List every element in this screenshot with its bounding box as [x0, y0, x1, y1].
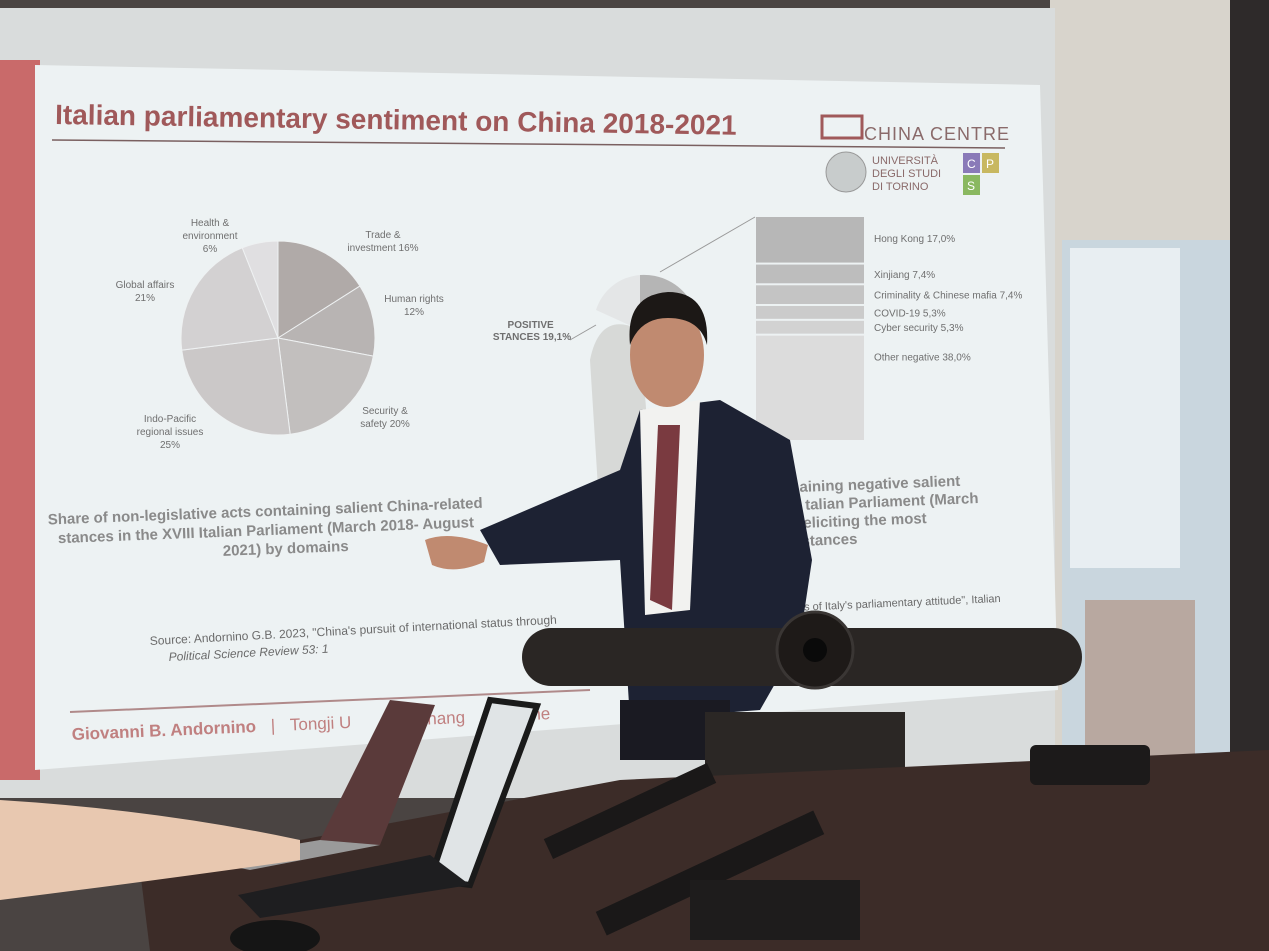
microphone	[543, 762, 717, 860]
cps-logo-s	[963, 175, 980, 195]
microphones	[543, 762, 860, 940]
positive-leader-line	[569, 324, 597, 341]
sentiment-pie-positive	[596, 275, 640, 330]
pie-slice-security-safety	[277, 337, 374, 435]
footer-rule	[69, 689, 591, 713]
university-seal-icon	[825, 151, 867, 193]
pie-label: Health & environment 6%	[182, 218, 237, 255]
pie-label: Human rights 12%	[384, 294, 443, 318]
cps-logo-p	[982, 153, 999, 173]
window-pane	[1070, 248, 1180, 568]
bar-segment-hong-kong	[756, 217, 864, 263]
bar-segment-xinjiang	[756, 264, 864, 284]
laptop-screen-pink	[320, 700, 435, 845]
title-rule	[51, 139, 1006, 149]
slide-edge-red	[0, 60, 40, 780]
cps-p: P	[986, 157, 994, 171]
bar-segment-cyber-security	[756, 320, 864, 334]
pointing-hand	[425, 536, 488, 570]
pie-label: Global affairs 21%	[116, 280, 175, 304]
pie-slice-trade-investment	[277, 240, 361, 339]
pie-label: Indo-Pacific regional issues 25%	[137, 414, 204, 451]
microphone	[595, 810, 825, 936]
cps-c: C	[967, 157, 976, 171]
domains-pie-chart	[180, 240, 376, 436]
pie-label: Security & safety 20%	[360, 406, 410, 430]
right-chart-caption: aining negative salient talian Parliamen…	[789, 472, 984, 550]
hair	[629, 292, 708, 345]
negative-stances-stacked-bar: Hong Kong 17,0% Xinjiang 7,4% Criminality …	[756, 217, 1022, 440]
mouse	[230, 920, 320, 951]
audience-arm	[0, 800, 300, 900]
laptop-keyboard-black	[238, 855, 470, 918]
positive-stances-label: POSITIVE STANCES 19,1%	[493, 320, 571, 343]
speakerphone	[1030, 745, 1150, 785]
bar-label: COVID-19 5,3%	[874, 308, 946, 319]
china-centre-logo: CHINA CENTRE	[864, 124, 1010, 144]
pie-label: Trade & investment 16%	[347, 230, 418, 254]
bar-label: Xinjiang 7,4%	[874, 270, 935, 281]
bar-label: Other negative 38,0%	[874, 353, 971, 364]
domains-pie-labels: Trade & investment 16% Human rights 12% Secu…	[116, 218, 444, 451]
city-view	[1085, 600, 1195, 760]
camera-lens-center	[803, 638, 827, 662]
connector-line	[659, 216, 756, 273]
pie-slice-human-rights	[276, 285, 376, 357]
bar-label: Hong Kong 17,0%	[874, 234, 955, 245]
face	[630, 303, 704, 407]
bar-segment-criminality-chinese-mafia	[756, 285, 864, 304]
bar-segment-covid-19	[756, 305, 864, 319]
wall-edge	[1230, 0, 1269, 760]
conference-table	[140, 750, 1269, 951]
university-name: UNIVERSITÀ DEGLI STUDI DI TORINO	[872, 154, 944, 193]
cps-logo-c	[963, 153, 980, 173]
bar-label: Criminality & Chinese mafia 7,4%	[874, 291, 1022, 302]
bar-segment-other-negative	[756, 335, 864, 440]
pie-slice-indo-pacific-regional-issues	[181, 337, 291, 436]
to-logo-icon	[820, 114, 864, 140]
bar-label: Cyber security 5,3%	[874, 323, 964, 334]
pie-slice-health-environment	[241, 240, 279, 339]
microphone-base	[690, 880, 860, 940]
cps-s: S	[967, 179, 975, 193]
pie-slice-global-affairs	[180, 247, 279, 351]
tie	[650, 425, 680, 610]
